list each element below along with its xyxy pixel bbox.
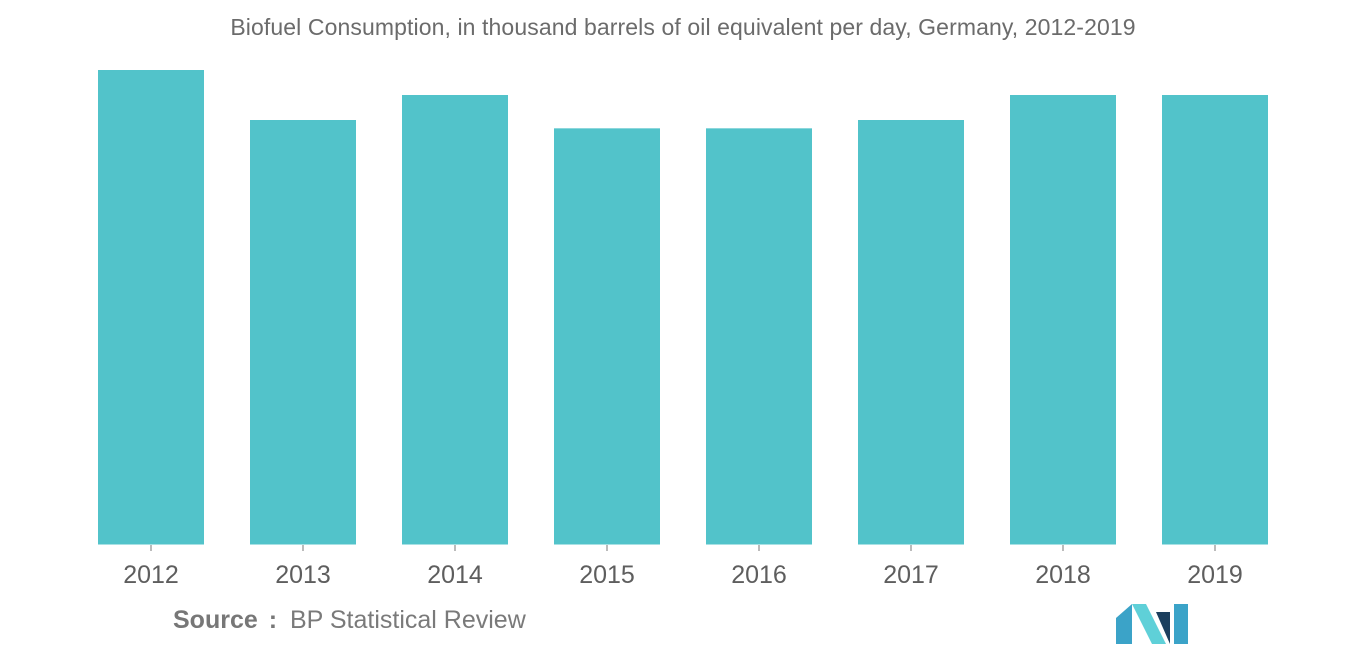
bar-2019 xyxy=(1162,95,1268,545)
bars-layer xyxy=(98,70,1268,546)
source-key: Source xyxy=(173,606,258,634)
source-note: Source : BP Statistical Review xyxy=(173,606,526,635)
source-value: BP Statistical Review xyxy=(290,606,526,634)
bar-2012 xyxy=(98,70,204,545)
bar-2014 xyxy=(402,95,508,545)
chart-title: Biofuel Consumption, in thousand barrels… xyxy=(230,14,1136,40)
bar-2018 xyxy=(1010,95,1116,545)
x-tick-label-2014: 2014 xyxy=(427,561,483,589)
x-tick-label-2016: 2016 xyxy=(731,561,787,589)
x-tick-label-2018: 2018 xyxy=(1035,561,1091,589)
logo-shape-left xyxy=(1116,604,1132,644)
bar-chart: 2012 2013 2014 2015 2016 2017 2018 2019 xyxy=(98,70,1268,589)
x-tick-label-2015: 2015 xyxy=(579,561,635,589)
x-tick-label-2017: 2017 xyxy=(883,561,939,589)
x-tick-label-2013: 2013 xyxy=(275,561,331,589)
source-separator: : xyxy=(268,606,278,634)
logo-shape-middle xyxy=(1132,604,1166,644)
bar-2015 xyxy=(554,128,660,546)
bar-2013 xyxy=(250,120,356,545)
bar-2016 xyxy=(706,128,812,546)
bar-2017 xyxy=(858,120,964,545)
x-tick-label-2012: 2012 xyxy=(123,561,179,589)
logo-shape-inner xyxy=(1156,612,1170,644)
tick-labels-layer: 2012 2013 2014 2015 2016 2017 2018 2019 xyxy=(123,561,1243,589)
brand-logo-icon xyxy=(1116,604,1188,644)
logo-shape-right xyxy=(1174,604,1188,644)
ticks-layer xyxy=(150,545,1216,551)
x-tick-label-2019: 2019 xyxy=(1187,561,1243,589)
